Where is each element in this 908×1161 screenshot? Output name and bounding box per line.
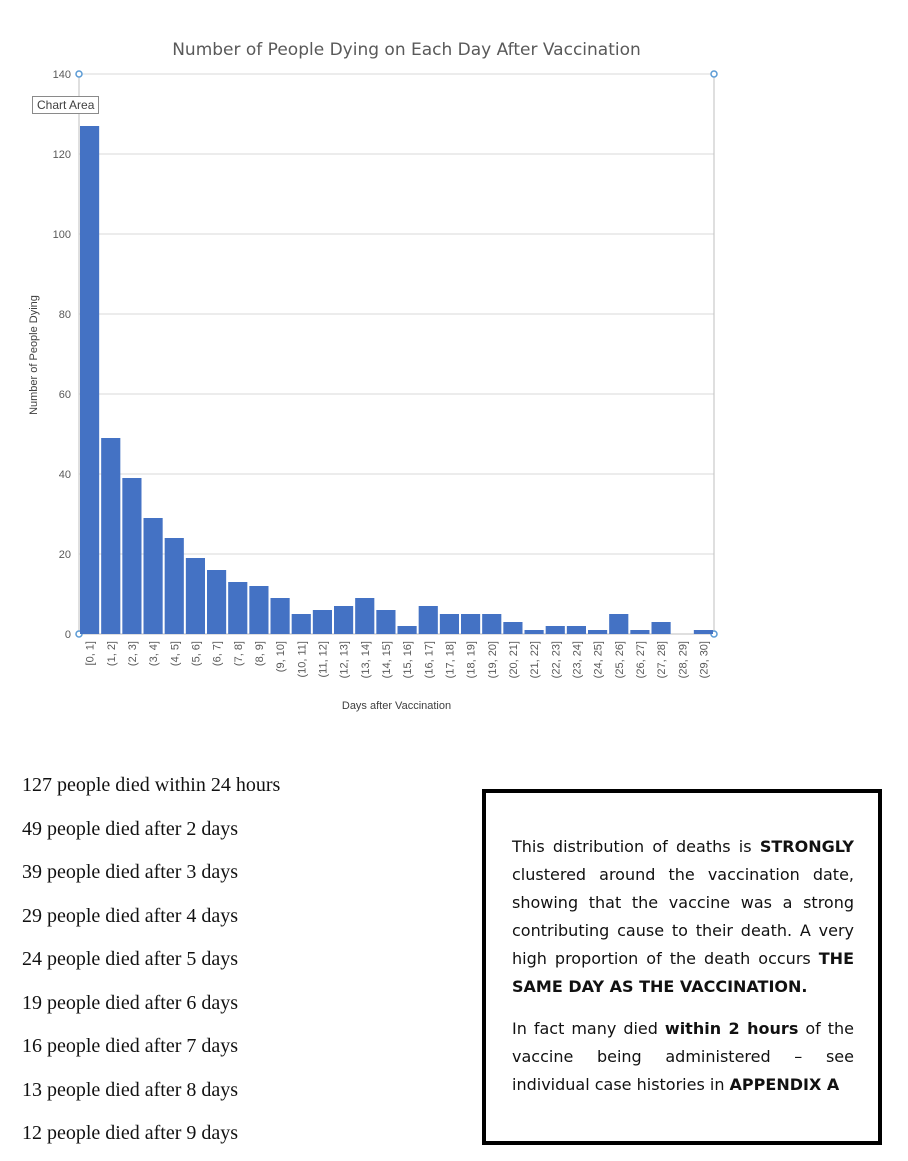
bar xyxy=(588,630,608,634)
x-tick-label: (24, 25] xyxy=(593,641,605,678)
x-tick-label: (10, 11] xyxy=(296,641,308,678)
selection-handle xyxy=(75,70,83,78)
bar xyxy=(207,570,227,634)
bar xyxy=(101,438,121,634)
chart-area-tooltip: Chart Area xyxy=(32,96,100,114)
bar xyxy=(334,606,354,634)
bar xyxy=(545,626,565,634)
bar xyxy=(503,622,523,634)
y-tick-label: 120 xyxy=(53,149,71,161)
note-text: clustered around the vaccination date, s… xyxy=(512,865,854,968)
deaths-list-item: 127 people died within 24 hours xyxy=(22,774,281,796)
note-emphasis: STRONGLY xyxy=(759,837,854,856)
bar xyxy=(418,606,438,634)
y-tick-label: 20 xyxy=(59,549,71,561)
note-text: This distribution of deaths is xyxy=(512,837,760,856)
chart-area: Number of People Dying on Each Day After… xyxy=(28,40,718,712)
bar xyxy=(291,614,311,634)
x-tick-label: (19, 20] xyxy=(487,641,499,678)
x-tick-label: (11, 12] xyxy=(317,641,329,678)
note-text: of the vaccine being administered – see … xyxy=(512,1019,854,1094)
bar xyxy=(80,126,100,634)
note-emphasis: within 2 hours xyxy=(664,1019,799,1038)
x-tick-label: (8, 9] xyxy=(254,641,266,666)
note-box: This distribution of deaths is STRONGLY … xyxy=(482,789,882,1145)
bar xyxy=(122,478,142,634)
bar xyxy=(249,586,269,634)
x-tick-label: (22, 23] xyxy=(550,641,562,678)
deaths-list-item: 16 people died after 7 days xyxy=(22,1035,239,1057)
x-tick-label: (29, 30] xyxy=(698,641,710,678)
bar xyxy=(228,582,248,634)
x-tick-label: (20, 21] xyxy=(508,641,520,678)
deaths-list-item: 24 people died after 5 days xyxy=(22,948,239,970)
deaths-list-item: 19 people died after 6 days xyxy=(22,991,239,1014)
bar xyxy=(630,630,650,634)
note-paragraph-1: This distribution of deaths is STRONGLY … xyxy=(512,833,854,1001)
bar xyxy=(185,558,205,634)
bar xyxy=(397,626,417,634)
bar xyxy=(312,610,332,634)
bar xyxy=(482,614,502,634)
x-tick-label: (6, 7] xyxy=(212,641,224,666)
note-emphasis: APPENDIX A xyxy=(729,1075,840,1094)
deaths-list-item: 49 people died after 2 days xyxy=(22,817,239,840)
deaths-list-item: 13 people died after 8 days xyxy=(22,1078,239,1101)
y-tick-label: 140 xyxy=(53,69,71,81)
deaths-list-item: 29 people died after 4 days xyxy=(22,904,239,927)
bar-chart: Number of People Dying on Each Day After… xyxy=(28,40,718,712)
x-tick-label: (16, 17] xyxy=(423,641,435,678)
note-emphasis: THE SAME DAY AS THE VACCINATION. xyxy=(512,949,854,996)
y-tick-label: 80 xyxy=(59,309,71,321)
x-tick-label: (28, 29] xyxy=(677,641,689,678)
x-tick-label: (14, 15] xyxy=(381,641,393,678)
y-axis-label: Number of People Dying xyxy=(28,295,40,415)
x-tick-label: (1, 2] xyxy=(106,641,118,666)
bar xyxy=(355,598,375,634)
y-tick-label: 100 xyxy=(53,229,71,241)
deaths-list: 127 people died within 24 hours 49 people… xyxy=(22,764,280,1156)
x-tick-label: (4, 5] xyxy=(169,641,181,666)
bar xyxy=(461,614,481,634)
y-tick-label: 60 xyxy=(59,389,71,401)
bar xyxy=(651,622,671,634)
bar xyxy=(566,626,586,634)
x-tick-label: (26, 27] xyxy=(635,641,647,678)
x-tick-label: (23, 24] xyxy=(571,641,583,678)
x-axis-label: Days after Vaccination xyxy=(342,700,451,712)
chart-title: Number of People Dying on Each Day After… xyxy=(172,40,641,60)
y-tick-label: 40 xyxy=(59,469,71,481)
bar xyxy=(693,630,713,634)
bar xyxy=(164,538,184,634)
bar xyxy=(439,614,459,634)
deaths-list-item: 12 people died after 9 days xyxy=(22,1122,239,1144)
x-tick-label: (27, 28] xyxy=(656,641,668,678)
bar xyxy=(524,630,544,634)
x-tick-label: (2, 3] xyxy=(127,641,139,666)
bar xyxy=(270,598,290,634)
bar xyxy=(609,614,629,634)
note-text: In fact many died xyxy=(512,1019,665,1038)
x-tick-label: (3, 4] xyxy=(148,641,160,666)
x-tick-label: (9, 10] xyxy=(275,641,287,672)
x-tick-label: (7, 8] xyxy=(233,641,245,666)
bar xyxy=(143,518,163,634)
x-tick-label: (13, 14] xyxy=(360,641,372,678)
note-paragraph-2: In fact many died within 2 hours of the … xyxy=(512,1015,854,1099)
x-tick-label: (18, 19] xyxy=(466,641,478,678)
x-tick-label: [0, 1] xyxy=(85,641,97,665)
bar xyxy=(376,610,396,634)
x-tick-label: (21, 22] xyxy=(529,641,541,678)
deaths-list-item: 39 people died after 3 days xyxy=(22,861,239,883)
x-tick-label: (15, 16] xyxy=(402,641,414,678)
x-tick-label: (17, 18] xyxy=(444,641,456,678)
x-tick-label: (5, 6] xyxy=(190,641,202,666)
y-tick-label: 0 xyxy=(65,629,71,641)
x-tick-label: (25, 26] xyxy=(614,641,626,678)
x-tick-label: (12, 13] xyxy=(339,641,351,678)
selection-handle xyxy=(710,70,718,78)
